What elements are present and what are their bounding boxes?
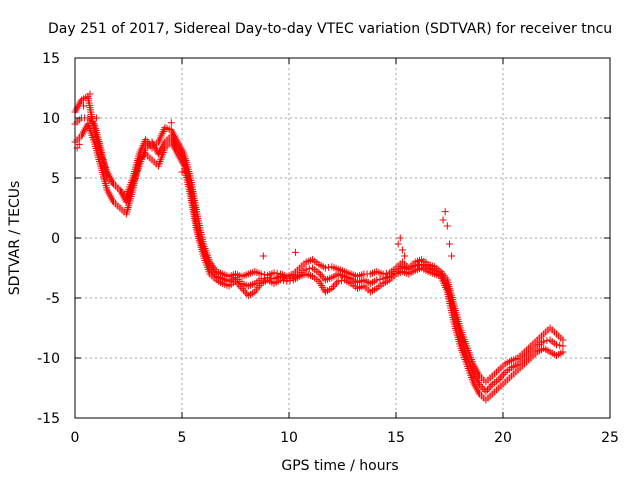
data-point bbox=[479, 384, 487, 392]
data-point bbox=[401, 252, 409, 260]
data-point bbox=[411, 262, 419, 270]
data-point bbox=[240, 286, 248, 294]
data-point bbox=[257, 275, 265, 283]
data-points bbox=[71, 90, 567, 404]
y-tick-label: -5 bbox=[46, 291, 60, 307]
data-point bbox=[394, 240, 402, 248]
data-point bbox=[487, 382, 495, 390]
data-point bbox=[178, 168, 186, 176]
series-satellite-track-3 bbox=[71, 114, 567, 396]
x-axis-title: GPS time / hours bbox=[281, 458, 398, 474]
data-point bbox=[540, 337, 548, 345]
data-point bbox=[559, 336, 567, 344]
x-tick-label: 10 bbox=[280, 430, 298, 446]
data-point bbox=[439, 216, 447, 224]
data-point bbox=[241, 288, 249, 296]
data-point bbox=[172, 140, 180, 148]
data-point bbox=[191, 204, 199, 212]
data-point bbox=[498, 372, 506, 380]
y-tick-label: 15 bbox=[42, 51, 60, 67]
data-point bbox=[328, 284, 336, 292]
x-tick-label: 25 bbox=[601, 430, 619, 446]
data-point bbox=[333, 279, 341, 287]
data-point bbox=[334, 277, 342, 285]
series-satellite-track-1 bbox=[71, 92, 567, 386]
data-point bbox=[446, 240, 453, 248]
data-point bbox=[483, 386, 491, 394]
y-axis-title: SDTVAR / TECUs bbox=[7, 181, 23, 296]
data-point bbox=[448, 252, 456, 260]
series-spikes bbox=[73, 90, 456, 260]
data-point bbox=[398, 246, 406, 254]
grid bbox=[75, 58, 610, 418]
data-point bbox=[482, 388, 490, 396]
data-point bbox=[167, 119, 175, 127]
data-point bbox=[553, 341, 560, 349]
y-tick-label: 0 bbox=[51, 231, 60, 247]
data-point bbox=[75, 140, 83, 148]
data-point bbox=[495, 376, 503, 384]
data-point bbox=[320, 274, 328, 282]
y-axis-tick-labels: -15 -10 -5 0 5 10 15 bbox=[37, 51, 60, 427]
x-tick-label: 20 bbox=[494, 430, 512, 446]
data-point bbox=[376, 275, 384, 283]
data-point bbox=[373, 276, 381, 284]
data-point bbox=[500, 370, 508, 378]
data-point bbox=[260, 274, 268, 282]
data-point bbox=[331, 281, 339, 289]
data-point bbox=[283, 275, 291, 283]
data-point bbox=[80, 102, 88, 110]
data-point bbox=[318, 272, 326, 280]
data-point bbox=[321, 264, 329, 272]
data-point bbox=[556, 341, 564, 349]
data-point bbox=[485, 384, 493, 392]
data-point bbox=[236, 283, 244, 291]
x-tick-label: 15 bbox=[387, 430, 405, 446]
data-point bbox=[477, 382, 485, 390]
data-point bbox=[329, 283, 337, 291]
data-point bbox=[243, 290, 251, 298]
plot-frame bbox=[74, 57, 611, 419]
data-point bbox=[337, 277, 345, 285]
data-point bbox=[396, 234, 404, 242]
data-point bbox=[475, 380, 483, 388]
y-tick-label: 5 bbox=[51, 171, 60, 187]
y-tick-label: -10 bbox=[37, 351, 60, 367]
data-point bbox=[264, 274, 272, 282]
x-tick-label: 5 bbox=[178, 430, 187, 446]
data-point bbox=[414, 261, 422, 269]
data-point bbox=[559, 342, 567, 350]
data-point bbox=[92, 114, 100, 122]
data-point bbox=[315, 269, 323, 277]
data-point bbox=[302, 265, 310, 273]
data-point bbox=[270, 269, 278, 277]
y-tick-label: -15 bbox=[37, 411, 60, 427]
data-point bbox=[305, 265, 313, 273]
data-point bbox=[559, 348, 567, 356]
x-axis-tick-labels: 0 5 10 15 20 25 bbox=[71, 430, 619, 446]
y-tick-label: 10 bbox=[42, 111, 60, 127]
data-point bbox=[441, 208, 449, 216]
data-point bbox=[543, 337, 551, 345]
data-point bbox=[443, 222, 451, 230]
data-point bbox=[86, 90, 94, 98]
data-point bbox=[496, 374, 504, 382]
x-tick-label: 0 bbox=[71, 430, 80, 446]
data-point bbox=[382, 269, 390, 277]
chart-title: Day 251 of 2017, Sidereal Day-to-day VTE… bbox=[48, 21, 612, 37]
data-point bbox=[273, 269, 281, 277]
data-point bbox=[317, 271, 325, 279]
data-point bbox=[259, 252, 267, 260]
data-point bbox=[291, 248, 299, 256]
data-point bbox=[286, 274, 294, 282]
